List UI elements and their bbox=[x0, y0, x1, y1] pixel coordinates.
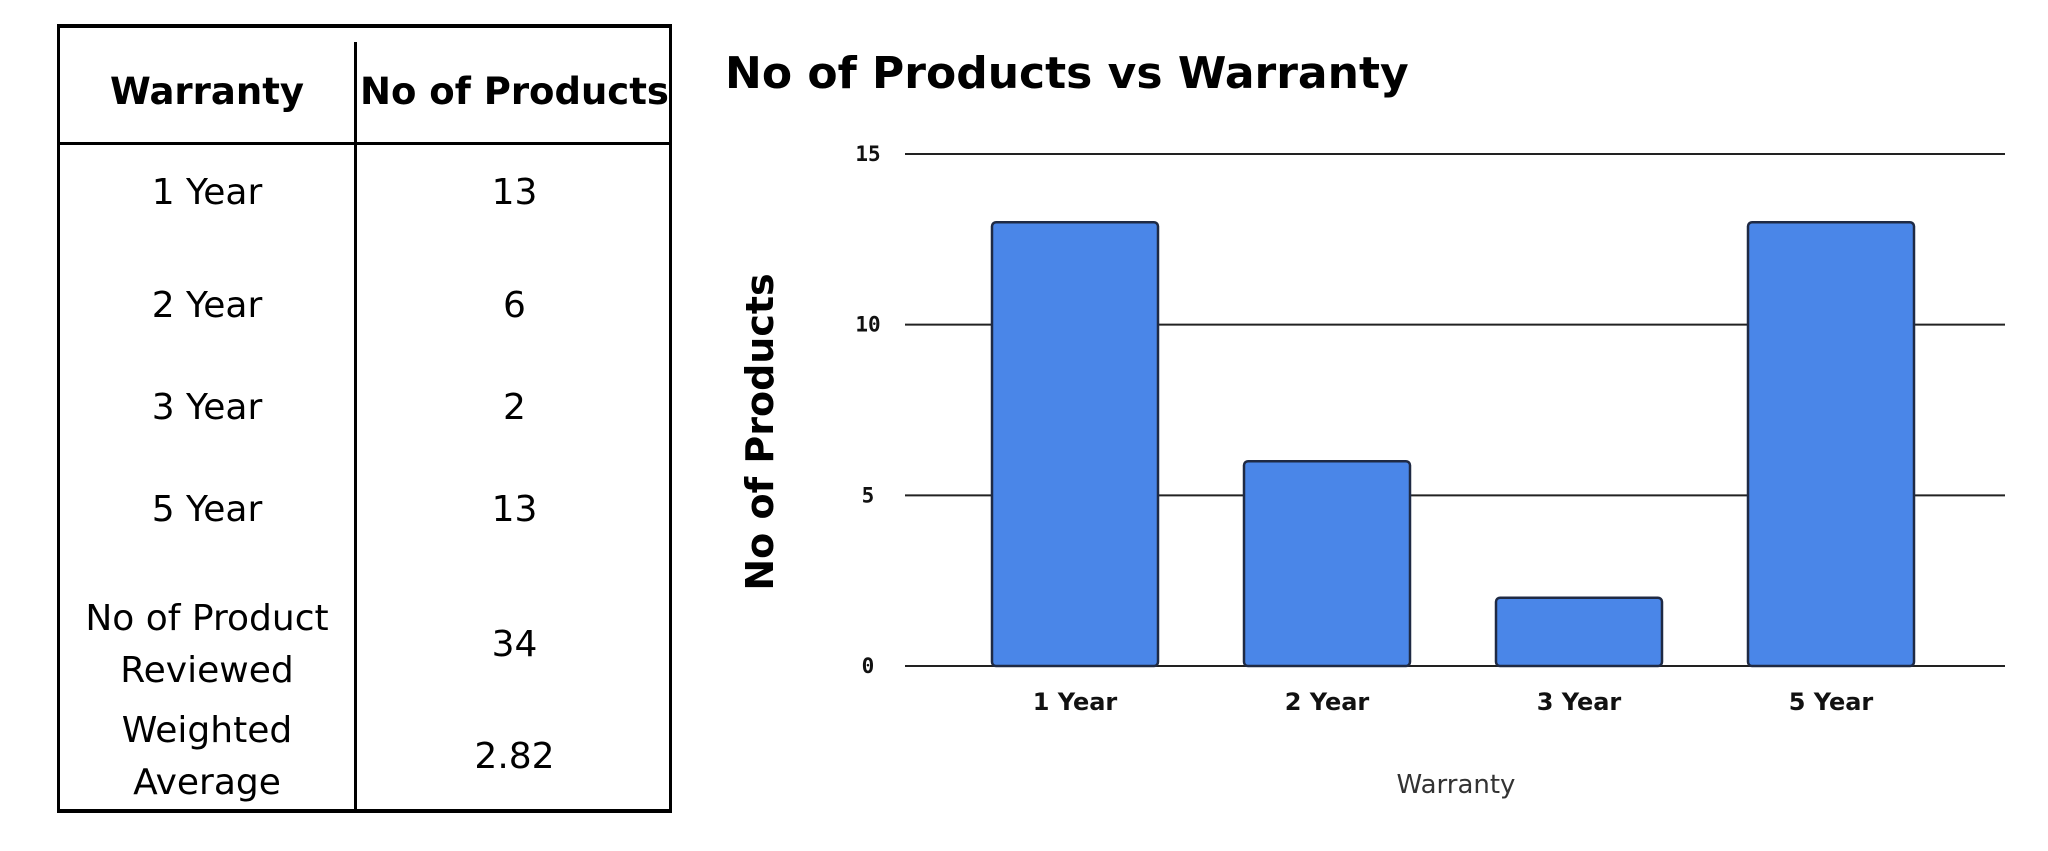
summary-label-line: No of Product bbox=[85, 598, 329, 639]
table-header-warranty: Warranty bbox=[109, 70, 305, 113]
x-axis-label: Warranty bbox=[1396, 770, 1516, 800]
y-tick-label: 10 bbox=[855, 313, 880, 337]
table-column-divider bbox=[354, 42, 357, 813]
bar bbox=[1746, 221, 1916, 668]
table-header-no-of-products: No of Products bbox=[360, 70, 669, 113]
x-tick-label: 2 Year bbox=[1285, 688, 1370, 716]
table-row-label: 2 Year bbox=[151, 285, 263, 326]
bar bbox=[1494, 596, 1664, 668]
table-summary-value-reviewed: 34 bbox=[491, 624, 538, 665]
bar bbox=[1242, 459, 1412, 668]
bar bbox=[990, 221, 1160, 668]
summary-label-line: Reviewed bbox=[120, 650, 294, 691]
x-tick-label: 3 Year bbox=[1537, 688, 1622, 716]
table-row-value: 13 bbox=[491, 172, 538, 213]
table-row-value: 6 bbox=[503, 285, 526, 326]
chart-title: No of Products vs Warranty bbox=[725, 48, 1409, 99]
table-row-label: 5 Year bbox=[151, 489, 263, 530]
table-row-label: 3 Year bbox=[151, 387, 263, 428]
table-summary-label-weighted: Weighted Average bbox=[60, 704, 354, 810]
y-tick-label: 0 bbox=[862, 654, 875, 678]
table-header-divider bbox=[60, 142, 669, 145]
y-tick-label: 5 bbox=[862, 483, 875, 507]
x-tick-label: 1 Year bbox=[1033, 688, 1118, 716]
warranty-table: Warranty No of Products 1 Year 13 2 Year… bbox=[57, 24, 672, 813]
table-row-value: 13 bbox=[491, 489, 538, 530]
summary-label-line: Weighted bbox=[121, 710, 293, 751]
x-tick-label: 5 Year bbox=[1789, 688, 1874, 716]
table-row-value: 2 bbox=[503, 387, 526, 428]
table-summary-value-weighted: 2.82 bbox=[474, 736, 555, 777]
table-summary-label-reviewed: No of Product Reviewed bbox=[60, 590, 354, 700]
y-tick-label: 15 bbox=[855, 142, 880, 166]
summary-label-line: Average bbox=[133, 762, 281, 803]
table-row-label: 1 Year bbox=[151, 172, 263, 213]
